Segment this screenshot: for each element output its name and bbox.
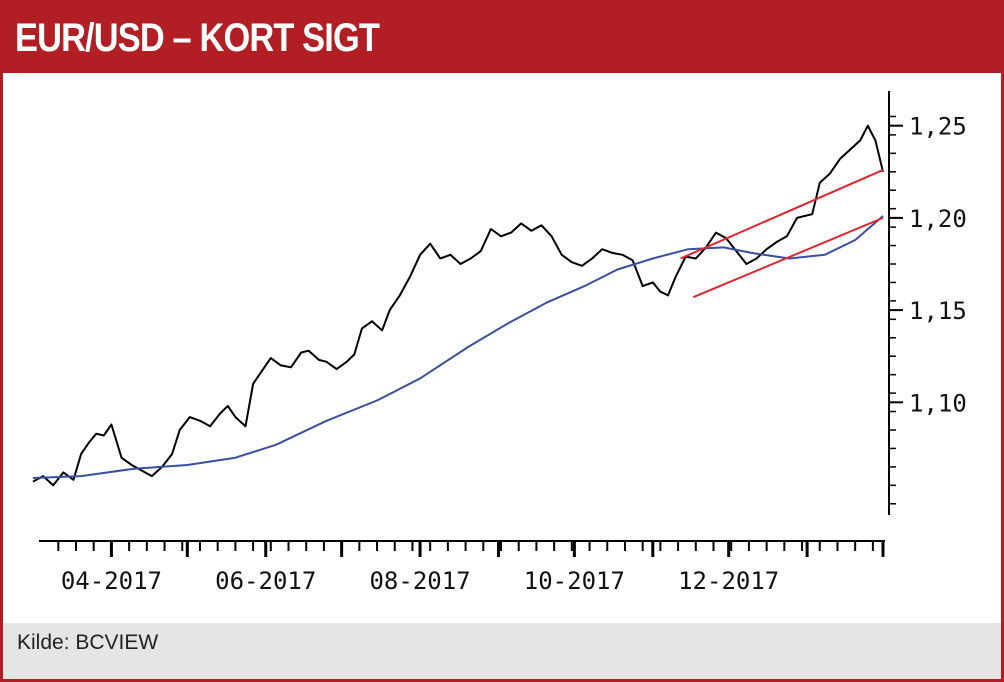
trend-line-2 [692, 216, 884, 299]
x-tick-label: 10-2017 [524, 567, 625, 595]
x-tick-label: 12-2017 [678, 567, 779, 595]
y-tick-label: 1,25 [909, 113, 967, 141]
price-line [32, 124, 884, 487]
price-chart: 1,25 1,20 1,15 1,10 04-2017 06-2017 08-2017 10-… [32, 91, 967, 595]
moving-average-line [32, 215, 884, 479]
title-bar: EUR/USD – KORT SIGT [3, 3, 1001, 73]
y-tick-label: 1,10 [909, 389, 967, 417]
y-tick-label: 1,20 [909, 205, 967, 233]
axis-layer: 1,25 1,20 1,15 1,10 04-2017 06-2017 08-2017 10-… [39, 91, 967, 595]
x-tick-label: 04-2017 [61, 567, 162, 595]
x-tick-label: 06-2017 [215, 567, 316, 595]
source-label: Kilde: BCVIEW [17, 631, 159, 654]
footer: Kilde: BCVIEW [3, 623, 1001, 679]
x-tick-label: 08-2017 [369, 567, 470, 595]
series-layer [32, 124, 884, 487]
y-tick-label: 1,15 [909, 297, 967, 325]
page-title: EUR/USD – KORT SIGT [15, 16, 380, 60]
trend-line-1 [680, 169, 884, 260]
